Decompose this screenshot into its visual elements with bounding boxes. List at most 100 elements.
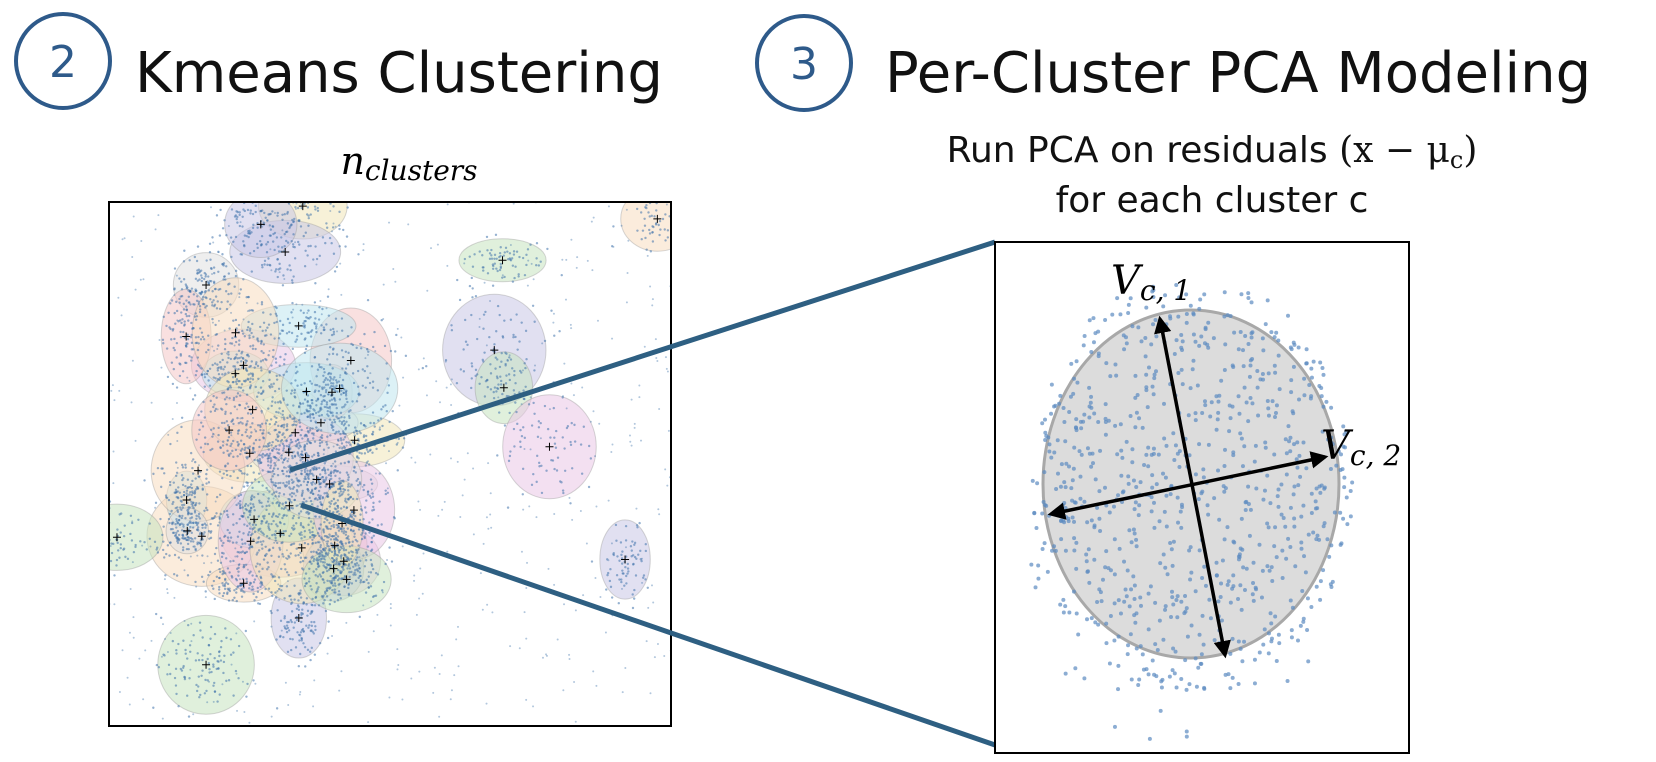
point [1113, 423, 1118, 428]
point [401, 545, 404, 548]
point [328, 399, 332, 402]
point [184, 648, 187, 652]
point [200, 331, 204, 334]
point [362, 518, 365, 521]
point [268, 378, 271, 382]
point [317, 552, 320, 556]
point [325, 323, 328, 326]
point [354, 568, 357, 572]
point [338, 689, 341, 692]
point [280, 246, 284, 249]
point [199, 291, 202, 294]
point [1035, 481, 1040, 486]
point [310, 624, 314, 628]
point [335, 353, 339, 356]
point [569, 323, 572, 326]
point [1222, 537, 1227, 542]
point [331, 226, 335, 229]
point [160, 467, 163, 470]
point [315, 383, 319, 387]
point [604, 631, 607, 634]
point [355, 551, 359, 554]
point [500, 383, 503, 386]
point [524, 385, 527, 388]
point [521, 467, 525, 471]
point [633, 541, 637, 545]
point [1108, 613, 1113, 618]
point [498, 268, 502, 272]
point [372, 421, 376, 425]
point [350, 326, 353, 329]
point [343, 488, 347, 492]
point [112, 482, 115, 485]
point [282, 362, 286, 366]
point [298, 418, 301, 422]
point [244, 367, 248, 370]
point [257, 549, 261, 552]
point [229, 638, 233, 641]
point [319, 523, 322, 526]
point [1135, 393, 1140, 398]
point [532, 278, 535, 281]
point [172, 346, 175, 350]
point [525, 253, 528, 257]
point [356, 442, 360, 446]
point [508, 378, 512, 382]
point [367, 721, 370, 724]
point [203, 509, 206, 513]
point [306, 469, 309, 472]
point [282, 466, 286, 469]
point [355, 429, 359, 433]
point [360, 452, 363, 455]
point [222, 552, 225, 555]
point [1288, 598, 1293, 603]
point [470, 386, 473, 390]
point [282, 426, 286, 429]
point [608, 579, 612, 583]
point [326, 518, 329, 522]
point [1261, 348, 1266, 353]
point [1072, 519, 1077, 524]
point [190, 333, 193, 337]
point [651, 298, 654, 301]
point [1055, 471, 1060, 476]
point [1247, 533, 1252, 538]
point [223, 365, 226, 369]
point [167, 433, 170, 436]
point [237, 574, 240, 577]
point [1179, 677, 1184, 682]
point [289, 441, 292, 444]
point [482, 542, 485, 545]
point [272, 191, 274, 193]
point [241, 356, 244, 360]
point [1137, 416, 1142, 421]
point [610, 451, 613, 454]
point [227, 272, 231, 275]
point [243, 523, 246, 526]
point [335, 560, 338, 564]
point [257, 472, 261, 475]
point [299, 533, 302, 536]
point [182, 546, 185, 549]
point [470, 362, 473, 365]
point [211, 301, 214, 304]
point [336, 504, 339, 508]
point [188, 677, 191, 680]
point [1251, 560, 1256, 565]
point [248, 527, 252, 530]
point [323, 534, 327, 538]
point [515, 410, 518, 414]
point [657, 508, 660, 511]
point [1205, 503, 1210, 508]
point [336, 390, 339, 393]
point [355, 346, 358, 350]
point [372, 630, 375, 633]
point [1203, 583, 1208, 588]
point [67, 531, 69, 533]
point [185, 314, 189, 318]
point [211, 321, 214, 324]
point [360, 533, 363, 536]
point [522, 389, 525, 392]
point [197, 433, 200, 436]
point [387, 384, 391, 387]
